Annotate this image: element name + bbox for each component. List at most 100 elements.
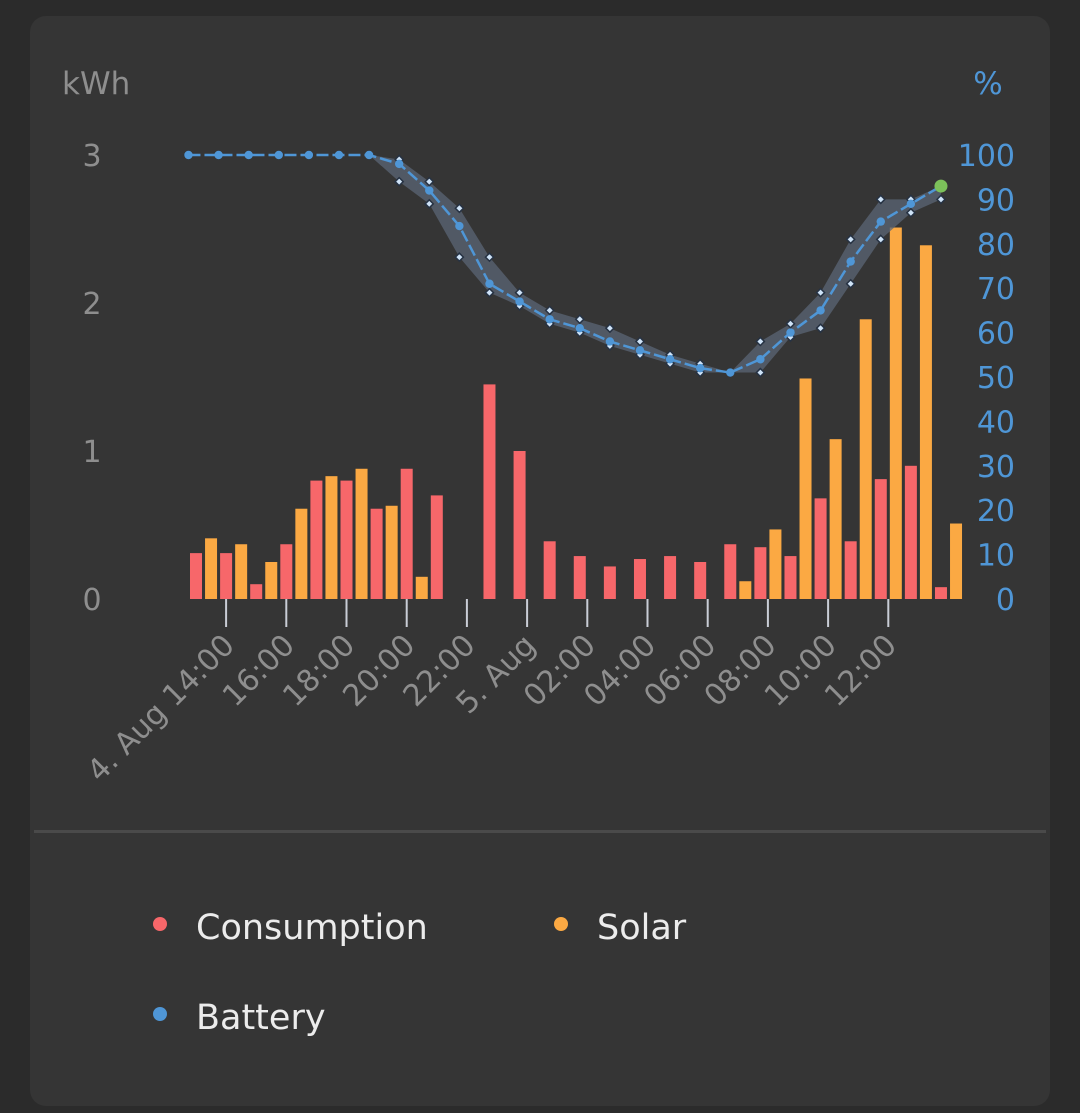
solar-bar bbox=[950, 523, 963, 599]
consumption-bar bbox=[400, 468, 413, 599]
consumption-dot-icon bbox=[153, 917, 167, 931]
battery-point bbox=[665, 355, 675, 364]
battery-point bbox=[695, 363, 705, 373]
battery-point bbox=[364, 150, 374, 160]
solar-bar bbox=[769, 529, 782, 599]
consumption-bar bbox=[724, 544, 737, 599]
battery-point bbox=[786, 328, 795, 337]
left-axis-unit: kWh bbox=[62, 66, 130, 102]
solar-bar bbox=[355, 468, 368, 599]
consumption-bar bbox=[603, 566, 616, 599]
battery-point bbox=[304, 150, 314, 160]
right-axis-tick-label: 10 bbox=[977, 539, 1015, 574]
chart-legend: Consumption Solar Battery bbox=[30, 836, 1050, 1096]
consumption-bar bbox=[754, 547, 767, 599]
consumption-bar bbox=[874, 479, 887, 599]
battery-range-marker bbox=[905, 207, 916, 218]
consumption-bar bbox=[190, 553, 202, 599]
battery-point bbox=[485, 279, 494, 288]
solar-bar bbox=[265, 562, 278, 599]
right-axis-tick-label: 20 bbox=[977, 494, 1015, 529]
consumption-bar bbox=[844, 541, 857, 599]
consumption-bar bbox=[430, 495, 443, 599]
battery-point bbox=[455, 221, 464, 231]
consumption-bar bbox=[543, 541, 556, 599]
solar-bar bbox=[829, 439, 842, 599]
battery-line bbox=[188, 153, 942, 374]
battery-range-marker bbox=[424, 176, 435, 187]
legend-item-battery[interactable]: Battery bbox=[153, 998, 326, 1038]
legend-label-solar: Solar bbox=[597, 908, 687, 948]
battery-point bbox=[545, 315, 554, 324]
battery-range-marker bbox=[454, 203, 465, 214]
legend-label-consumption: Consumption bbox=[196, 908, 428, 948]
consumption-bar bbox=[904, 465, 917, 599]
battery-point bbox=[726, 368, 735, 377]
legend-item-consumption[interactable]: Consumption bbox=[153, 908, 428, 948]
battery-range-marker bbox=[634, 336, 646, 347]
solar-bar bbox=[799, 378, 812, 599]
consumption-bar bbox=[784, 556, 797, 599]
solar-bar bbox=[415, 576, 428, 599]
consumption-bar bbox=[513, 451, 526, 599]
consumption-bar bbox=[370, 508, 383, 599]
consumption-bar bbox=[664, 556, 677, 599]
chart-area: kWh% 0 1 2 3 0 10 20 30 40 50 60 70 80 90 100 4. Aug 14:… bbox=[30, 16, 1050, 828]
battery-range-marker bbox=[514, 287, 525, 298]
battery-point bbox=[816, 306, 825, 315]
battery-range-marker bbox=[875, 194, 886, 205]
battery-range-marker bbox=[935, 194, 947, 205]
divider bbox=[34, 830, 1046, 833]
battery-range-marker bbox=[785, 318, 796, 329]
battery-point bbox=[244, 150, 253, 160]
battery-point bbox=[575, 323, 584, 333]
battery-range-marker bbox=[815, 287, 826, 298]
consumption-bar bbox=[694, 562, 707, 599]
battery-range-marker bbox=[755, 367, 766, 378]
battery-point bbox=[846, 257, 855, 266]
right-axis-unit: % bbox=[973, 66, 1002, 102]
consumption-bar bbox=[573, 556, 586, 599]
right-axis-tick-label: 30 bbox=[977, 450, 1015, 485]
consumption-bar bbox=[310, 480, 323, 599]
consumption-bar bbox=[934, 587, 947, 599]
battery-range-marker bbox=[845, 278, 856, 289]
consumption-bar bbox=[633, 559, 646, 599]
battery-range-band bbox=[188, 155, 941, 373]
solar-bar bbox=[889, 227, 902, 599]
battery-range-marker bbox=[845, 234, 856, 245]
right-axis-tick-label: 50 bbox=[977, 361, 1015, 396]
solar-bar bbox=[859, 319, 872, 599]
battery-point bbox=[394, 159, 404, 169]
battery-range-marker bbox=[544, 305, 555, 316]
left-axis-tick-label: 1 bbox=[82, 435, 101, 470]
right-axis-tick-label: 80 bbox=[977, 228, 1015, 263]
battery-point bbox=[906, 199, 916, 209]
consumption-bar bbox=[250, 584, 263, 599]
consumption-bar bbox=[814, 498, 827, 599]
consumption-bar bbox=[483, 384, 496, 599]
consumption-bar bbox=[280, 544, 293, 599]
solar-bar bbox=[295, 508, 308, 599]
battery-range-marker bbox=[875, 234, 886, 245]
right-axis-tick-label: 60 bbox=[977, 317, 1015, 352]
battery-point bbox=[425, 186, 434, 195]
right-axis-tick-label: 40 bbox=[977, 405, 1015, 440]
solar-dot-icon bbox=[554, 917, 568, 931]
legend-label-battery: Battery bbox=[196, 998, 326, 1038]
battery-range-marker bbox=[454, 252, 465, 263]
left-axis-tick-label: 2 bbox=[82, 287, 101, 322]
right-axis-tick-label: 70 bbox=[977, 272, 1015, 307]
battery-range-marker bbox=[574, 314, 585, 325]
battery-point bbox=[334, 150, 344, 160]
solar-bar bbox=[205, 538, 218, 599]
legend-item-solar[interactable]: Solar bbox=[554, 908, 686, 948]
battery-point bbox=[756, 355, 765, 364]
left-axis-tick-label: 0 bbox=[82, 583, 101, 618]
battery-range-marker bbox=[484, 252, 495, 263]
battery-current-point bbox=[934, 179, 948, 193]
solar-bar bbox=[739, 581, 752, 599]
battery-dot-icon bbox=[153, 1007, 167, 1021]
battery-range-marker bbox=[604, 323, 615, 334]
battery-range-marker bbox=[815, 323, 826, 334]
